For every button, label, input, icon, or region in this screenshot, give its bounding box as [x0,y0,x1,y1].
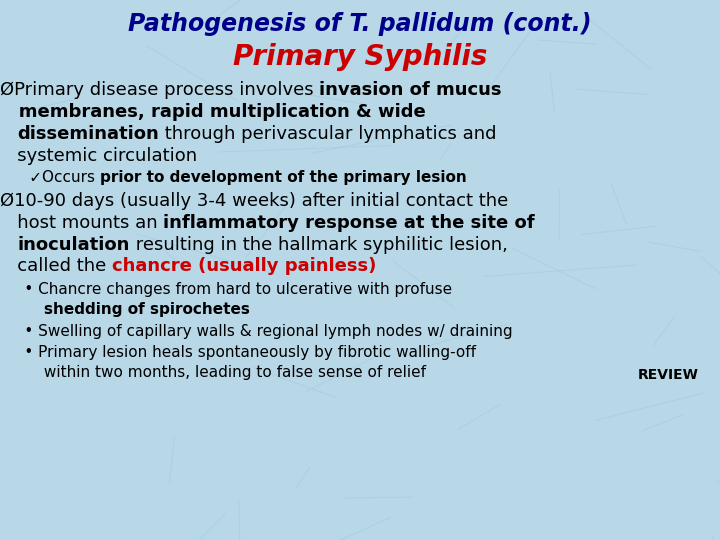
Text: inoculation: inoculation [17,235,130,254]
Text: membranes, rapid multiplication & wide: membranes, rapid multiplication & wide [0,103,426,122]
Text: REVIEW: REVIEW [637,368,698,382]
Text: • Chancre changes from hard to ulcerative with profuse: • Chancre changes from hard to ulcerativ… [0,282,452,298]
Text: Primary Syphilis: Primary Syphilis [233,43,487,71]
Text: through perivascular lymphatics and: through perivascular lymphatics and [159,125,497,143]
Text: Ø10-90 days (usually 3-4 weeks) after initial contact the: Ø10-90 days (usually 3-4 weeks) after in… [0,192,508,211]
Text: called the: called the [0,257,112,275]
Text: prior to development of the primary lesion: prior to development of the primary lesi… [100,170,467,185]
Text: inflammatory response at the site of: inflammatory response at the site of [163,214,535,232]
Text: host mounts an: host mounts an [0,214,163,232]
Text: shedding of spirochetes: shedding of spirochetes [44,302,250,317]
Text: Pathogenesis of T. pallidum (cont.): Pathogenesis of T. pallidum (cont.) [128,12,592,36]
Text: ✓Occurs: ✓Occurs [0,170,100,185]
Text: systemic circulation: systemic circulation [0,146,197,165]
Text: • Primary lesion heals spontaneously by fibrotic walling-off: • Primary lesion heals spontaneously by … [0,345,476,360]
Text: ØPrimary disease process involves: ØPrimary disease process involves [0,81,320,99]
Text: dissemination: dissemination [17,125,159,143]
Text: within two months, leading to false sense of relief: within two months, leading to false sens… [0,365,426,380]
Text: invasion of mucus: invasion of mucus [320,81,502,99]
Text: • Swelling of capillary walls & regional lymph nodes w/ draining: • Swelling of capillary walls & regional… [0,323,513,339]
Text: chancre (usually painless): chancre (usually painless) [112,257,377,275]
Text: resulting in the hallmark syphilitic lesion,: resulting in the hallmark syphilitic les… [130,235,508,254]
